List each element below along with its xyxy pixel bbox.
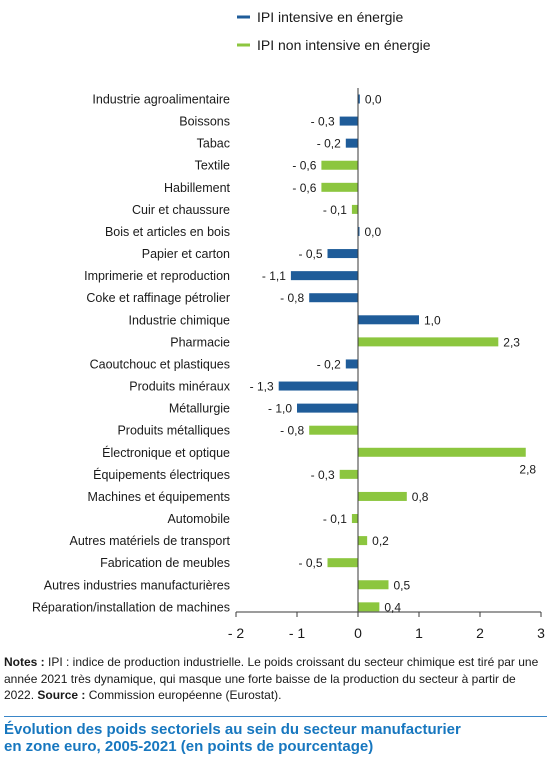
- value-label: 0,0: [365, 93, 382, 107]
- bar: [358, 337, 499, 347]
- category-label: Autres matériels de transport: [70, 534, 231, 548]
- category-label: Produits minéraux: [129, 380, 230, 394]
- category-label: Coke et raffinage pétrolier: [86, 291, 230, 305]
- bar: [297, 403, 358, 413]
- source-text: Commission européenne (Eurostat).: [85, 688, 282, 702]
- value-label: - 0,5: [298, 556, 322, 570]
- legend-label-1: IPI intensive en énergie: [257, 9, 404, 25]
- category-label: Électronique et optique: [102, 445, 230, 460]
- category-label: Équipements électriques: [93, 467, 230, 482]
- value-label: - 0,3: [311, 468, 335, 482]
- category-label: Pharmacie: [170, 335, 230, 349]
- bar: [358, 94, 360, 104]
- bar: [321, 160, 358, 170]
- bar: [339, 116, 358, 126]
- value-label: 0,0: [365, 225, 382, 239]
- bar: [358, 602, 380, 612]
- x-tick-label: - 2: [228, 625, 245, 641]
- bars: [278, 94, 526, 612]
- bar: [278, 381, 358, 391]
- category-label: Produits métalliques: [117, 424, 230, 438]
- category-label: Caoutchouc et plastiques: [90, 357, 230, 371]
- value-label: - 1,3: [250, 380, 274, 394]
- value-label: - 0,1: [323, 203, 347, 217]
- chart-title-line-2: en zone euro, 2005-2021 (en points de po…: [4, 738, 374, 755]
- x-tick-label: 2: [476, 625, 484, 641]
- category-label: Habillement: [164, 181, 231, 195]
- chart-notes: Notes : IPI : indice de production indus…: [4, 654, 544, 704]
- category-label: Boissons: [179, 115, 230, 129]
- bar: [339, 469, 358, 479]
- chart: IPI intensive en énergie IPI non intensiv…: [32, 9, 545, 641]
- category-label: Machines et équipements: [88, 490, 230, 504]
- bar: [290, 271, 358, 281]
- category-label: Papier et carton: [142, 247, 230, 261]
- category-label: Bois et articles en bois: [105, 225, 230, 239]
- bar: [309, 425, 358, 435]
- value-label: 0,5: [394, 578, 411, 592]
- bar: [309, 293, 358, 303]
- value-label: - 1,0: [268, 402, 292, 416]
- value-label: 1,0: [424, 313, 441, 327]
- source-label: Source :: [37, 688, 86, 702]
- value-label: - 0,3: [311, 115, 335, 129]
- x-tick-label: - 1: [289, 625, 306, 641]
- bar: [358, 580, 389, 590]
- bar: [327, 249, 358, 259]
- caption-rule: [4, 716, 547, 717]
- chart-title: Évolution des poids sectoriels au sein d…: [4, 721, 549, 755]
- notes-label: Notes :: [4, 655, 45, 669]
- category-label: Automobile: [167, 512, 230, 526]
- bar: [358, 226, 360, 236]
- category-label: Textile: [195, 159, 230, 173]
- value-label: 0,8: [412, 490, 429, 504]
- category-label: Imprimerie et reproduction: [84, 269, 230, 283]
- value-label: - 0,2: [317, 137, 341, 151]
- bar: [345, 138, 358, 148]
- value-labels: 0,0- 0,3- 0,2- 0,6- 0,6- 0,10,0- 0,5- 1,…: [250, 93, 537, 615]
- category-label: Fabrication de meubles: [100, 556, 230, 570]
- bar: [321, 182, 358, 192]
- value-label: - 1,1: [262, 269, 286, 283]
- bar: [351, 514, 358, 524]
- category-labels: Industrie agroalimentaire Boissons Tabac Te…: [32, 93, 231, 615]
- value-label: - 0,8: [280, 291, 304, 305]
- value-label: - 0,1: [323, 512, 347, 526]
- bar: [327, 558, 358, 568]
- value-label: 0,4: [384, 600, 401, 614]
- legend: IPI intensive en énergie IPI non intensiv…: [237, 9, 431, 53]
- bar: [358, 536, 368, 546]
- x-tick-label: 1: [415, 625, 423, 641]
- category-label: Industrie chimique: [129, 313, 230, 327]
- category-label: Autres industries manufacturières: [44, 578, 230, 592]
- axes: - 2 - 1 0 1 2 3: [228, 88, 545, 641]
- bar: [358, 315, 419, 325]
- notes-text: IPI : indice de production industrielle.…: [4, 655, 539, 702]
- x-tick-label: 3: [537, 625, 545, 641]
- bar: [351, 204, 358, 214]
- value-label: 2,3: [503, 335, 520, 349]
- value-label: - 0,8: [280, 424, 304, 438]
- category-label: Tabac: [197, 137, 230, 151]
- category-label: Métallurgie: [169, 402, 230, 416]
- value-label: - 0,2: [317, 357, 341, 371]
- value-label: - 0,6: [292, 181, 316, 195]
- bar: [345, 359, 358, 369]
- bar: [358, 447, 526, 457]
- legend-label-2: IPI non intensive en énergie: [257, 37, 431, 53]
- category-label: Cuir et chaussure: [132, 203, 230, 217]
- x-tick-label: 0: [354, 625, 362, 641]
- bar: [358, 491, 407, 501]
- value-label: - 0,6: [292, 159, 316, 173]
- category-label: Industrie agroalimentaire: [92, 93, 230, 107]
- value-label: 2,8: [519, 462, 536, 476]
- value-label: 0,2: [372, 534, 389, 548]
- value-label: - 0,5: [298, 247, 322, 261]
- chart-title-line-1: Évolution des poids sectoriels au sein d…: [4, 721, 461, 738]
- category-label: Réparation/installation de machines: [32, 600, 230, 614]
